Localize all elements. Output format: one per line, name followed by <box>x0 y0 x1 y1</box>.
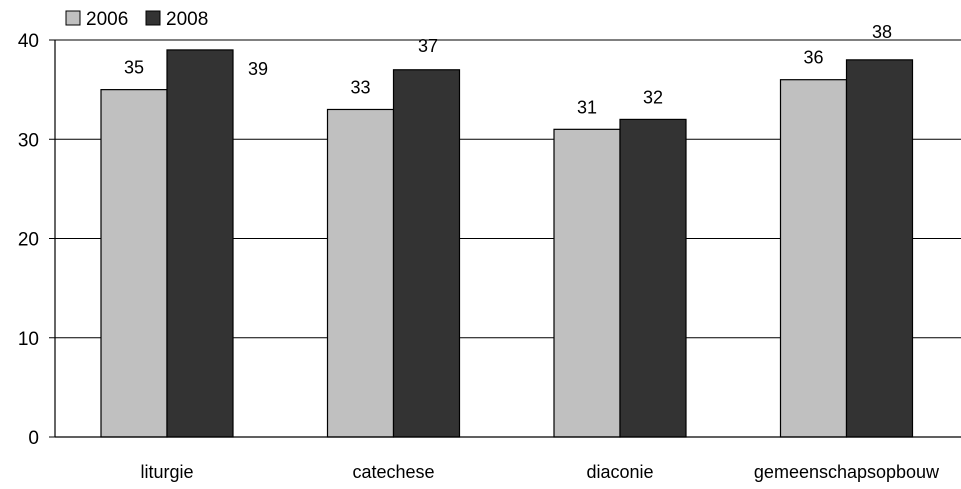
y-tick-label: 30 <box>18 130 39 151</box>
bar-liturgie-2006 <box>100 89 168 438</box>
bar-diaconie-2008 <box>619 118 687 438</box>
data-label-gemeenschapsopbouw-2008: 38 <box>872 22 892 42</box>
bar-gemeenschapsopbouw-2006 <box>779 79 848 438</box>
bars <box>100 49 914 438</box>
data-label-diaconie-2008: 32 <box>643 87 663 107</box>
legend-label-2008: 2008 <box>166 9 208 30</box>
category-label-diaconie: diaconie <box>586 462 653 482</box>
category-label-catechese: catechese <box>352 462 434 482</box>
y-tick-label: 10 <box>18 329 39 350</box>
category-label-gemeenschapsopbouw: gemeenschapsopbouw <box>754 462 940 482</box>
bar-gemeenschapsopbouw-2008 <box>845 59 914 438</box>
y-tick-label: 0 <box>28 428 39 449</box>
axes <box>54 40 961 438</box>
data-label-diaconie-2006: 31 <box>577 97 597 117</box>
legend-swatch-2008 <box>145 10 161 26</box>
bar-liturgie-2008 <box>166 49 234 438</box>
data-label-catechese-2006: 33 <box>350 77 370 97</box>
bar-catechese-2008 <box>392 69 461 438</box>
y-tick-label: 20 <box>18 230 39 251</box>
category-label-liturgie: liturgie <box>140 462 193 482</box>
legend-swatch-2006 <box>65 10 81 26</box>
y-tick-label: 40 <box>18 31 39 52</box>
bar-diaconie-2006 <box>553 128 621 438</box>
legend: 2006 2008 <box>65 9 208 30</box>
data-label-gemeenschapsopbouw-2006: 36 <box>803 48 823 68</box>
data-label-catechese-2008: 37 <box>418 36 438 56</box>
category-labels: liturgie catechese diaconie gemeenschapsopb… <box>140 462 940 482</box>
data-label-liturgie-2008: 39 <box>248 59 268 79</box>
legend-label-2006: 2006 <box>86 9 128 30</box>
data-label-liturgie-2006: 35 <box>124 58 144 78</box>
bar-catechese-2006 <box>326 108 395 438</box>
y-axis-ticks: 0 10 20 30 40 <box>18 31 55 449</box>
data-labels: 35 39 33 37 31 32 36 38 <box>124 22 892 117</box>
